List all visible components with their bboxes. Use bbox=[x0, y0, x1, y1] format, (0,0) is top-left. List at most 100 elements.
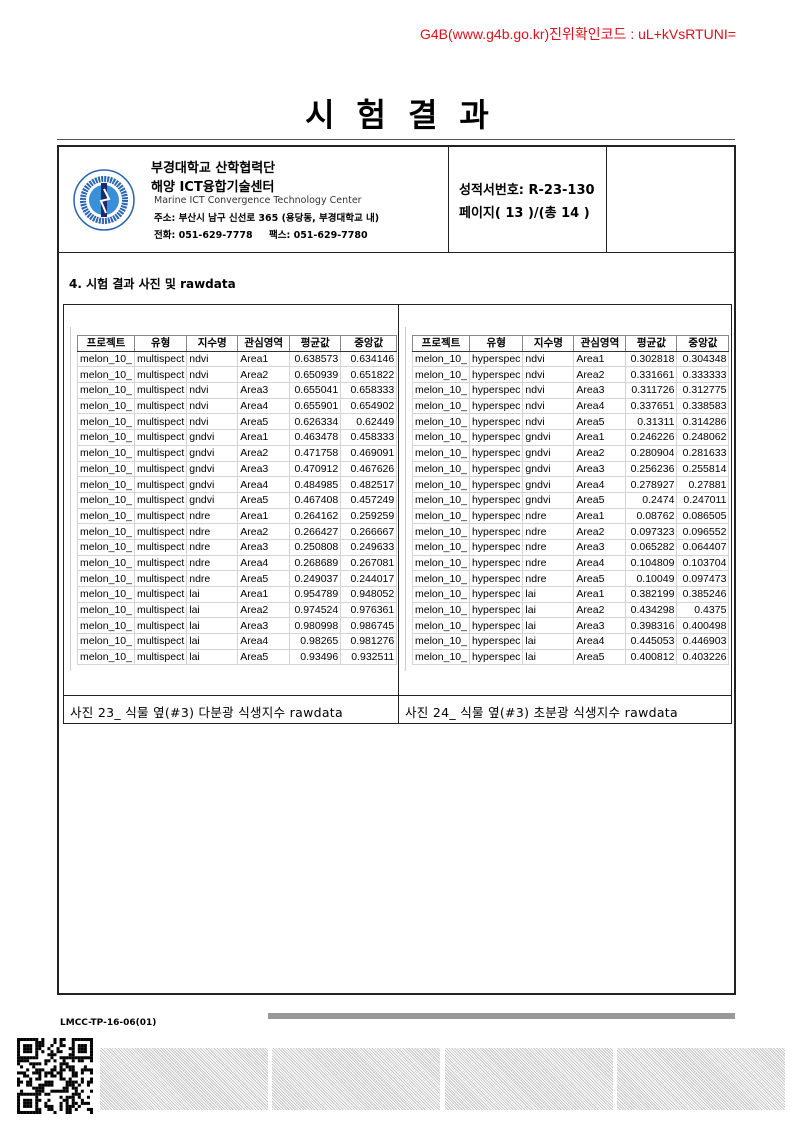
table-cell: lai bbox=[523, 618, 574, 634]
rawdata-sheet-hyperspectral: 프로젝트유형지수명관심영역평균값중앙값melon_10_hyperspecndv… bbox=[405, 327, 729, 671]
table-cell: 0.457249 bbox=[341, 492, 397, 508]
table-cell: hyperspec bbox=[469, 555, 522, 571]
table-cell: 0.469091 bbox=[341, 445, 397, 461]
table-cell: 0.338583 bbox=[677, 398, 729, 414]
table-row: melon_10_hyperspeclaiArea40.4450530.4469… bbox=[413, 634, 729, 650]
table-cell: Area3 bbox=[574, 461, 626, 477]
table-cell: hyperspec bbox=[469, 351, 522, 367]
table-cell: ndre bbox=[523, 524, 574, 540]
table-cell: 0.266667 bbox=[341, 524, 397, 540]
table-cell: gndvi bbox=[523, 492, 574, 508]
footer-bar bbox=[268, 1013, 735, 1019]
table-cell: 0.62449 bbox=[341, 414, 397, 430]
table-row: melon_10_hyperspecndreArea30.0652820.064… bbox=[413, 539, 729, 555]
column-header: 유형 bbox=[469, 336, 522, 352]
table-cell: 0.248062 bbox=[677, 430, 729, 446]
table-header-row: 프로젝트유형지수명관심영역평균값중앙값 bbox=[78, 336, 397, 352]
table-cell: 0.482517 bbox=[341, 477, 397, 493]
table-cell: 0.626334 bbox=[290, 414, 341, 430]
table-cell: melon_10_ bbox=[413, 649, 470, 665]
table-cell: 0.658333 bbox=[341, 383, 397, 399]
table-cell: ndvi bbox=[523, 414, 574, 430]
column-divider bbox=[398, 305, 399, 723]
table-cell: multispect bbox=[134, 508, 186, 524]
table-cell: melon_10_ bbox=[413, 367, 470, 383]
table-cell: melon_10_ bbox=[413, 602, 470, 618]
table-row: melon_10_multispectndviArea50.6263340.62… bbox=[78, 414, 397, 430]
address: 주소: 부산시 남구 신선로 365 (용당동, 부경대학교 내) bbox=[154, 210, 379, 224]
table-cell: 0.382199 bbox=[626, 587, 677, 603]
table-cell: 0.654902 bbox=[341, 398, 397, 414]
table-cell: 0.403226 bbox=[677, 649, 729, 665]
table-cell: 0.337651 bbox=[626, 398, 677, 414]
table-cell: multispect bbox=[134, 539, 186, 555]
table-cell: 0.471758 bbox=[290, 445, 341, 461]
table-row: melon_10_hyperspeclaiArea30.3983160.4004… bbox=[413, 618, 729, 634]
column-header: 프로젝트 bbox=[413, 336, 470, 352]
report-header: 부경대학교 산학협력단 해양 ICT융합기술센터 Marine ICT Conv… bbox=[59, 147, 734, 253]
table-cell: hyperspec bbox=[469, 508, 522, 524]
table-row: melon_10_hyperspecndviArea20.3316610.333… bbox=[413, 367, 729, 383]
table-cell: 0.467626 bbox=[341, 461, 397, 477]
security-pattern bbox=[445, 1048, 613, 1110]
table-cell: ndre bbox=[523, 571, 574, 587]
table-row: melon_10_multispectndviArea10.6385730.63… bbox=[78, 351, 397, 367]
table-cell: melon_10_ bbox=[413, 571, 470, 587]
table-cell: melon_10_ bbox=[413, 383, 470, 399]
table-cell: multispect bbox=[134, 461, 186, 477]
table-cell: 0.250808 bbox=[290, 539, 341, 555]
table-row: melon_10_multispectndviArea40.6559010.65… bbox=[78, 398, 397, 414]
table-cell: Area1 bbox=[238, 587, 290, 603]
column-header: 중앙값 bbox=[677, 336, 729, 352]
photo-table: 프로젝트유형지수명관심영역평균값중앙값melon_10_multispectnd… bbox=[63, 304, 732, 724]
table-cell: melon_10_ bbox=[78, 383, 135, 399]
table-cell: Area2 bbox=[238, 602, 290, 618]
table-cell: multispect bbox=[134, 430, 186, 446]
header-divider bbox=[606, 147, 607, 253]
security-pattern bbox=[617, 1048, 785, 1110]
table-cell: Area3 bbox=[238, 383, 290, 399]
table-cell: 0.98265 bbox=[290, 634, 341, 650]
table-cell: hyperspec bbox=[469, 383, 522, 399]
table-cell: Area2 bbox=[574, 445, 626, 461]
table-cell: 0.255814 bbox=[677, 461, 729, 477]
table-cell: 0.400812 bbox=[626, 649, 677, 665]
table-cell: 0.104809 bbox=[626, 555, 677, 571]
table-cell: melon_10_ bbox=[413, 477, 470, 493]
table-cell: 0.333333 bbox=[677, 367, 729, 383]
table-row: melon_10_multispectndviArea30.6550410.65… bbox=[78, 383, 397, 399]
security-pattern bbox=[272, 1048, 440, 1110]
table-cell: 0.651822 bbox=[341, 367, 397, 383]
table-row: melon_10_multispectgndviArea10.4634780.4… bbox=[78, 430, 397, 446]
table-cell: 0.312775 bbox=[677, 383, 729, 399]
table-cell: melon_10_ bbox=[413, 492, 470, 508]
table-cell: ndre bbox=[523, 539, 574, 555]
report-frame: 부경대학교 산학협력단 해양 ICT융합기술센터 Marine ICT Conv… bbox=[57, 145, 736, 995]
table-cell: melon_10_ bbox=[78, 398, 135, 414]
page-number: 페이지( 13 )/(총 14 ) bbox=[459, 202, 590, 221]
table-cell: gndvi bbox=[187, 477, 238, 493]
column-header: 유형 bbox=[134, 336, 186, 352]
table-cell: gndvi bbox=[187, 461, 238, 477]
table-row: melon_10_hyperspecndreArea50.100490.0974… bbox=[413, 571, 729, 587]
table-cell: melon_10_ bbox=[78, 430, 135, 446]
table-cell: 0.954789 bbox=[290, 587, 341, 603]
table-cell: 0.278927 bbox=[626, 477, 677, 493]
table-row: melon_10_hyperspecndreArea10.087620.0865… bbox=[413, 508, 729, 524]
table-cell: Area1 bbox=[574, 508, 626, 524]
table-cell: Area4 bbox=[574, 398, 626, 414]
table-row: melon_10_hyperspecndreArea20.0973230.096… bbox=[413, 524, 729, 540]
table-cell: Area1 bbox=[238, 430, 290, 446]
table-cell: 0.458333 bbox=[341, 430, 397, 446]
report-number: 성적서번호: R-23-130 bbox=[459, 179, 595, 198]
table-cell: hyperspec bbox=[469, 492, 522, 508]
table-cell: 0.484985 bbox=[290, 477, 341, 493]
table-cell: hyperspec bbox=[469, 461, 522, 477]
table-cell: 0.096552 bbox=[677, 524, 729, 540]
table-cell: 0.655041 bbox=[290, 383, 341, 399]
table-cell: ndre bbox=[187, 508, 238, 524]
rawdata-table: 프로젝트유형지수명관심영역평균값중앙값melon_10_hyperspecndv… bbox=[412, 335, 729, 665]
fax: 팩스: 051-629-7780 bbox=[269, 227, 368, 241]
table-cell: gndvi bbox=[523, 477, 574, 493]
table-cell: gndvi bbox=[187, 430, 238, 446]
